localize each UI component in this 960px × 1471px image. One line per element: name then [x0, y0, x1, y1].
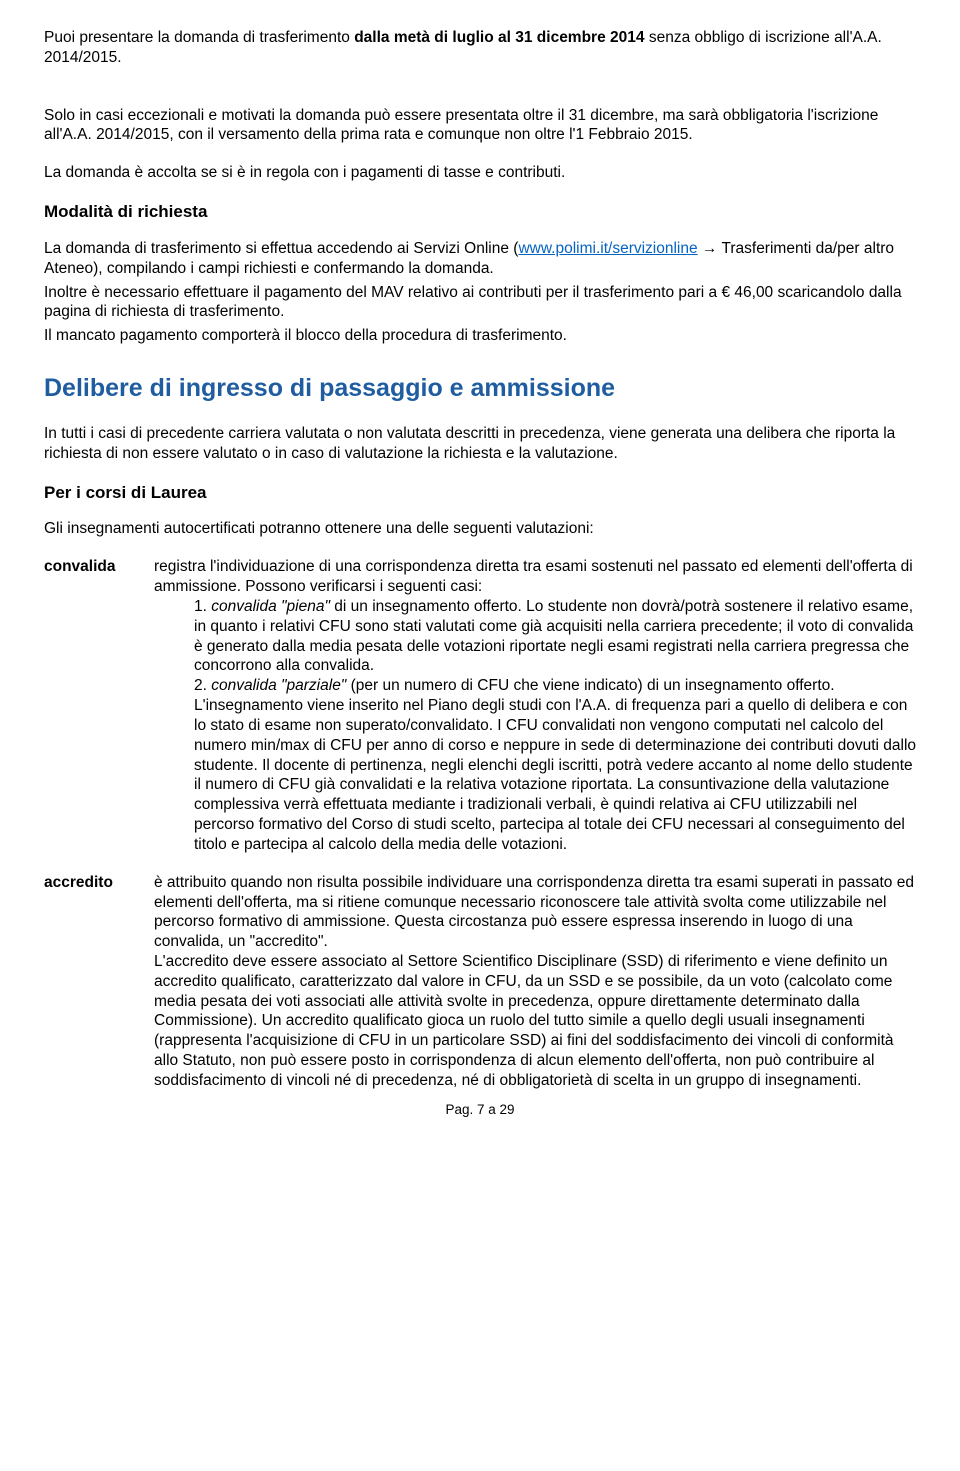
- text: In tutti i casi di precedente carriera v…: [44, 425, 895, 462]
- definition-row-accredito: accredito è attribuito quando non risult…: [44, 855, 916, 1091]
- link-servizionline[interactable]: www.polimi.it/servizionline: [518, 240, 697, 257]
- definition-term: convalida: [44, 557, 154, 854]
- text-bold: convalida: [44, 558, 116, 575]
- text: Per i corsi di Laurea: [44, 483, 207, 502]
- definition-body: è attribuito quando non risulta possibil…: [154, 855, 916, 1091]
- paragraph-valutazioni-intro: Gli insegnamenti autocertificati potrann…: [44, 519, 916, 539]
- paragraph-howto: La domanda di trasferimento si effettua …: [44, 239, 916, 279]
- text: Gli insegnamenti autocertificati potrann…: [44, 520, 594, 537]
- paragraph-payment: Inoltre è necessario effettuare il pagam…: [44, 283, 916, 323]
- paragraph-delibere-intro: In tutti i casi di precedente carriera v…: [44, 424, 916, 464]
- text: è attribuito quando non risulta possibil…: [154, 873, 916, 952]
- text: Delibere di ingresso di passaggio e ammi…: [44, 374, 615, 402]
- text: Puoi presentare la domanda di trasferime…: [44, 29, 354, 46]
- text-bold: accredito: [44, 874, 113, 891]
- definitions-table: convalida registra l'individuazione di u…: [44, 557, 916, 1091]
- paragraph-acceptance: La domanda è accolta se si è in regola c…: [44, 163, 916, 183]
- page-footer: Pag. 7 a 29: [44, 1101, 916, 1118]
- text: Modalità di richiesta: [44, 202, 207, 221]
- text: registra l'individuazione di una corrisp…: [154, 557, 916, 597]
- heading-delibere: Delibere di ingresso di passaggio e ammi…: [44, 372, 916, 404]
- heading-corsi-laurea: Per i corsi di Laurea: [44, 482, 916, 504]
- text: La domanda di trasferimento si effettua …: [44, 240, 518, 257]
- text: La domanda è accolta se si è in regola c…: [44, 164, 565, 181]
- text: (per un numero di CFU che viene indicato…: [194, 677, 916, 853]
- text-italic: convalida "piena": [211, 598, 330, 615]
- text: Pag. 7 a 29: [445, 1102, 514, 1117]
- paragraph-missed-payment: Il mancato pagamento comporterà il blocc…: [44, 326, 916, 346]
- text-italic: convalida "parziale": [211, 677, 346, 694]
- definition-row-convalida: convalida registra l'individuazione di u…: [44, 557, 916, 854]
- text-bold: dalla metà di luglio al 31 dicembre 2014: [354, 29, 644, 46]
- text: Solo in casi eccezionali e motivati la d…: [44, 107, 878, 144]
- text: 1.: [194, 598, 211, 615]
- definition-term: accredito: [44, 855, 154, 1091]
- list-item: 1. convalida "piena" di un insegnamento …: [194, 597, 916, 676]
- heading-modalita: Modalità di richiesta: [44, 201, 916, 223]
- definition-body: registra l'individuazione di una corrisp…: [154, 557, 916, 854]
- list-item: 2. convalida "parziale" (per un numero d…: [194, 676, 916, 854]
- text: Il mancato pagamento comporterà il blocc…: [44, 327, 567, 344]
- paragraph-exceptional: Solo in casi eccezionali e motivati la d…: [44, 106, 916, 146]
- text: Inoltre è necessario effettuare il pagam…: [44, 284, 902, 321]
- text: L'accredito deve essere associato al Set…: [154, 952, 916, 1091]
- paragraph-transfer-period: Puoi presentare la domanda di trasferime…: [44, 28, 916, 68]
- text: 2.: [194, 677, 211, 694]
